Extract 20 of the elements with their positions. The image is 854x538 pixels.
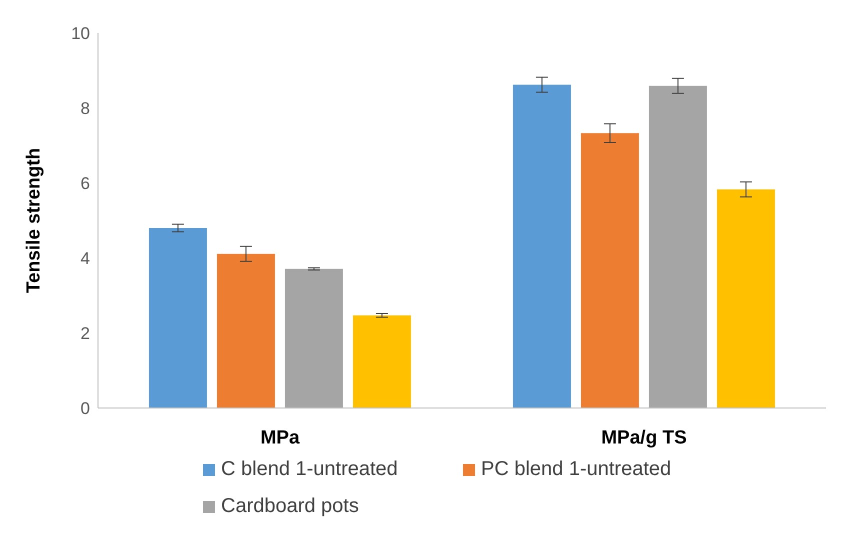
legend-label: Cardboard pots [221, 495, 359, 518]
y-tick-label: 0 [80, 399, 90, 418]
bar [648, 86, 707, 408]
y-tick-label: 2 [80, 324, 90, 344]
y-tick-label: 6 [80, 174, 90, 194]
y-tick-label: 4 [80, 249, 90, 268]
bar [352, 315, 411, 408]
bar [284, 268, 343, 408]
x-tick-label: MPa [260, 427, 300, 448]
bar [716, 189, 775, 408]
bar [148, 228, 207, 408]
y-tick-label: 10 [71, 24, 90, 44]
bar [512, 84, 571, 408]
y-axis-title: Tensile strength [24, 148, 45, 294]
bar [580, 133, 639, 408]
y-tick-label: 8 [80, 99, 90, 118]
legend-label: C blend 1-untreated [221, 458, 398, 481]
legend-label: PC blend 1-untreated [481, 458, 672, 481]
x-tick-label: MPa/g TS [601, 427, 687, 448]
bar [216, 254, 275, 408]
